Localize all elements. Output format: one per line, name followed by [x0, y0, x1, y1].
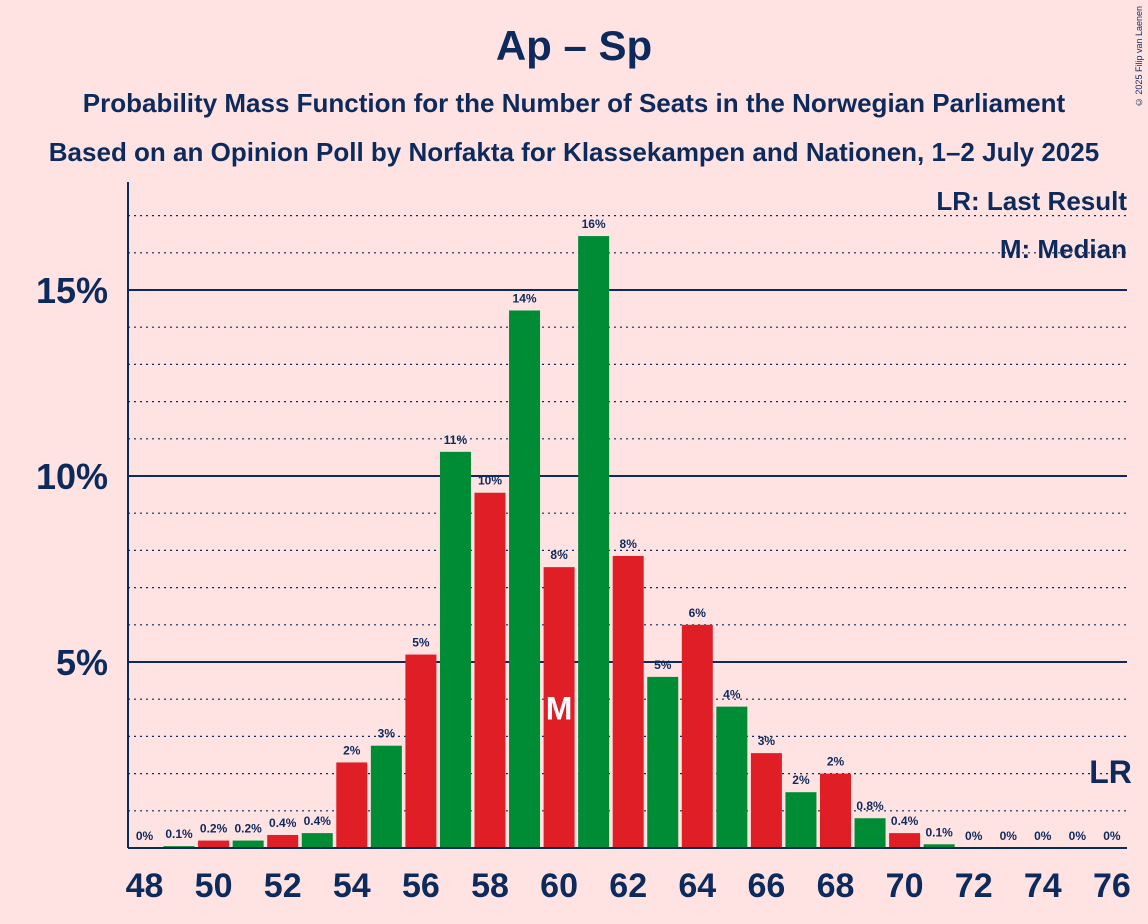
data-label-seat-75: 0% — [1069, 829, 1087, 843]
bar-seat-51 — [232, 840, 264, 848]
data-label-seat-66: 3% — [758, 734, 776, 748]
data-label-seat-59: 14% — [513, 291, 537, 305]
bar-seat-54 — [336, 762, 368, 848]
legend-last-result: LR: Last Result — [936, 186, 1127, 216]
chart-title: Ap – Sp — [495, 22, 653, 69]
bar-seat-61 — [578, 236, 610, 848]
bar-seat-59 — [509, 310, 541, 849]
x-tick-label: 52 — [264, 867, 302, 905]
data-label-seat-51: 0.2% — [234, 822, 262, 836]
data-label-seat-53: 0.4% — [304, 814, 332, 828]
x-tick-label: 74 — [1024, 867, 1062, 905]
data-label-seat-64: 6% — [689, 606, 707, 620]
bar-seat-64 — [681, 624, 713, 848]
x-tick-label: 70 — [886, 867, 924, 905]
x-tick-label: 56 — [402, 867, 440, 905]
x-tick-label: 64 — [678, 867, 716, 905]
x-tick-label: 50 — [195, 867, 233, 905]
bar-seat-65 — [716, 706, 748, 848]
bar-seat-63 — [647, 676, 679, 848]
x-tick-label: 48 — [126, 867, 164, 905]
bar-seat-56 — [405, 654, 437, 848]
data-label-seat-71: 0.1% — [925, 825, 953, 839]
y-tick-label: 5% — [56, 642, 108, 683]
bar-seat-55 — [370, 745, 402, 848]
chart-subtitle: Probability Mass Function for the Number… — [82, 88, 1066, 118]
bar-seat-50 — [198, 840, 230, 848]
x-tick-label: 60 — [540, 867, 578, 905]
bar-seat-52 — [267, 834, 299, 848]
bar-series: 0% 0.1% 0.2% 0.2% 0.4% 0.4% 2% 3% 5% 11% 10% 14% 8% 1… — [136, 217, 1132, 849]
data-label-seat-65: 4% — [723, 688, 741, 702]
data-label-seat-50: 0.2% — [200, 822, 228, 836]
data-label-seat-58: 10% — [478, 474, 502, 488]
data-label-seat-62: 8% — [620, 537, 638, 551]
data-label-seat-54: 2% — [343, 743, 361, 757]
data-label-seat-70: 0.4% — [891, 814, 919, 828]
x-tick-label: 58 — [471, 867, 509, 905]
data-label-seat-72: 0% — [965, 829, 983, 843]
bar-seat-71 — [923, 844, 955, 848]
bar-seat-60 — [543, 567, 575, 848]
median-marker: M — [546, 691, 573, 727]
data-label-seat-49: 0.1% — [165, 827, 193, 841]
data-label-seat-60: 8% — [550, 548, 568, 562]
data-label-seat-56: 5% — [412, 636, 430, 650]
last-result-marker: LR — [1089, 754, 1132, 790]
bar-seat-62 — [612, 555, 644, 848]
x-tick-label: 68 — [817, 867, 855, 905]
bar-seat-57 — [439, 451, 471, 848]
data-label-seat-57: 11% — [444, 433, 468, 447]
bar-seat-53 — [301, 833, 333, 848]
data-label-seat-52: 0.4% — [269, 816, 297, 830]
bar-seat-58 — [474, 492, 506, 848]
bar-seat-66 — [750, 753, 782, 848]
bar-seat-69 — [854, 818, 886, 848]
x-tick-label: 76 — [1093, 867, 1131, 905]
x-tick-label: 72 — [955, 867, 993, 905]
axes: 5% 10% 15% 48 50 52 54 56 58 60 62 64 66 68 70 72 74 76 — [36, 182, 1131, 905]
data-label-seat-74: 0% — [1034, 829, 1052, 843]
data-label-seat-67: 2% — [792, 773, 810, 787]
data-label-seat-76: 0% — [1103, 829, 1121, 843]
y-tick-label: 15% — [36, 270, 108, 311]
data-label-seat-69: 0.8% — [856, 799, 884, 813]
x-tick-label: 54 — [333, 867, 371, 905]
data-label-seat-55: 3% — [378, 727, 396, 741]
data-label-seat-63: 5% — [654, 658, 672, 672]
bar-seat-67 — [785, 792, 817, 848]
data-label-seat-73: 0% — [1000, 829, 1018, 843]
bar-seat-68 — [820, 773, 851, 848]
data-label-seat-68: 2% — [827, 755, 845, 769]
legend-median: M: Median — [1000, 234, 1127, 264]
x-tick-label: 62 — [609, 867, 647, 905]
bar-seat-70 — [889, 833, 921, 848]
data-label-seat-61: 16% — [582, 217, 606, 231]
chart-source: Based on an Opinion Poll by Norfakta for… — [48, 137, 1100, 167]
data-label-seat-48: 0% — [136, 829, 154, 843]
x-tick-label: 66 — [747, 867, 785, 905]
y-tick-label: 10% — [36, 456, 108, 497]
